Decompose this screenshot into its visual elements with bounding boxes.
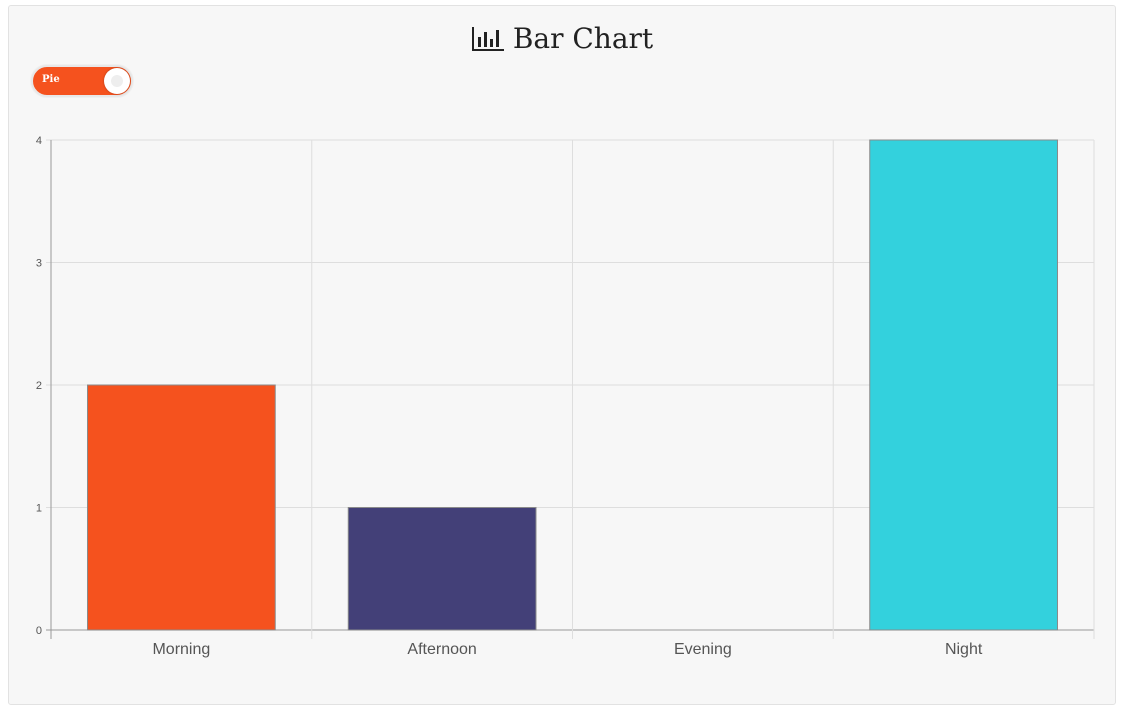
title-wrap: Bar Chart xyxy=(0,22,1124,57)
x-tick-label: Morning xyxy=(152,641,210,658)
toggle-label: Pie xyxy=(42,74,60,85)
y-tick-label: 3 xyxy=(36,258,42,270)
y-tick-label: 4 xyxy=(36,135,42,147)
toggle-knob[interactable] xyxy=(104,68,130,94)
bar-morning xyxy=(87,384,276,631)
x-tick-label: Night xyxy=(945,641,983,658)
y-tick-label: 1 xyxy=(36,503,42,515)
bar-chart-icon xyxy=(471,26,504,51)
bar-afternoon xyxy=(347,507,537,631)
pie-toggle-switch[interactable]: Pie xyxy=(31,65,133,97)
x-tick-label: Evening xyxy=(674,641,732,658)
chart-title: Bar Chart xyxy=(471,22,653,55)
x-tick-label: Afternoon xyxy=(407,641,476,658)
y-tick-label: 0 xyxy=(36,625,42,637)
y-tick-label: 2 xyxy=(36,380,42,392)
chart-title-text: Bar Chart xyxy=(512,22,654,55)
bar-night xyxy=(869,139,1058,631)
